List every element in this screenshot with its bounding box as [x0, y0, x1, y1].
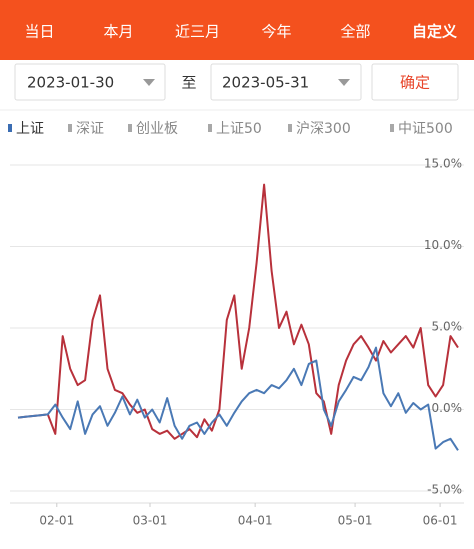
legend-item[interactable]: 上证	[16, 121, 44, 137]
confirm-button[interactable]	[371, 63, 459, 101]
dropdown-arrow	[143, 79, 155, 86]
tab[interactable]: 当日	[24, 23, 54, 41]
dropdown-arrow	[338, 79, 350, 86]
y-tick-label: 0.0%	[432, 401, 463, 415]
legend-swatch	[8, 124, 12, 132]
tab[interactable]: 今年	[261, 23, 291, 41]
legend-item[interactable]: 中证500	[398, 121, 453, 137]
tab-bar	[0, 0, 474, 60]
start-date-select[interactable]	[14, 63, 166, 101]
legend-swatch	[128, 124, 132, 132]
x-tick-label: 04-01	[238, 514, 273, 528]
legend-swatch	[390, 124, 394, 132]
legend-swatch	[68, 124, 72, 132]
legend-item[interactable]: 上证50	[216, 121, 262, 137]
legend-item[interactable]: 深证	[76, 121, 104, 137]
y-tick-label: 10.0%	[424, 238, 462, 252]
tab[interactable]: 本月	[103, 23, 133, 41]
tab[interactable]: 自定义	[412, 23, 457, 41]
y-tick-label: 5.0%	[432, 320, 463, 334]
y-tick-label: 15.0%	[424, 157, 462, 171]
legend-swatch	[208, 124, 212, 132]
legend-swatch	[288, 124, 292, 132]
end-date-select[interactable]	[210, 63, 362, 101]
y-tick-label: -5.0%	[427, 483, 462, 497]
series-line	[17, 183, 459, 440]
tab[interactable]: 近三月	[175, 23, 220, 41]
legend-item[interactable]: 沪深300	[296, 121, 351, 137]
confirm-label: 确定	[400, 74, 430, 92]
x-tick-label: 02-01	[39, 514, 74, 528]
separator: 至	[181, 74, 196, 92]
x-tick-label: 05-01	[338, 514, 373, 528]
legend-item[interactable]: 创业板	[136, 121, 178, 137]
end-date: 2023-05-31	[222, 74, 309, 92]
series-line	[17, 346, 459, 451]
x-tick-label: 06-01	[423, 514, 458, 528]
x-tick-label: 03-01	[133, 514, 168, 528]
start-date: 2023-01-30	[27, 74, 114, 92]
tab[interactable]: 全部	[340, 23, 370, 41]
